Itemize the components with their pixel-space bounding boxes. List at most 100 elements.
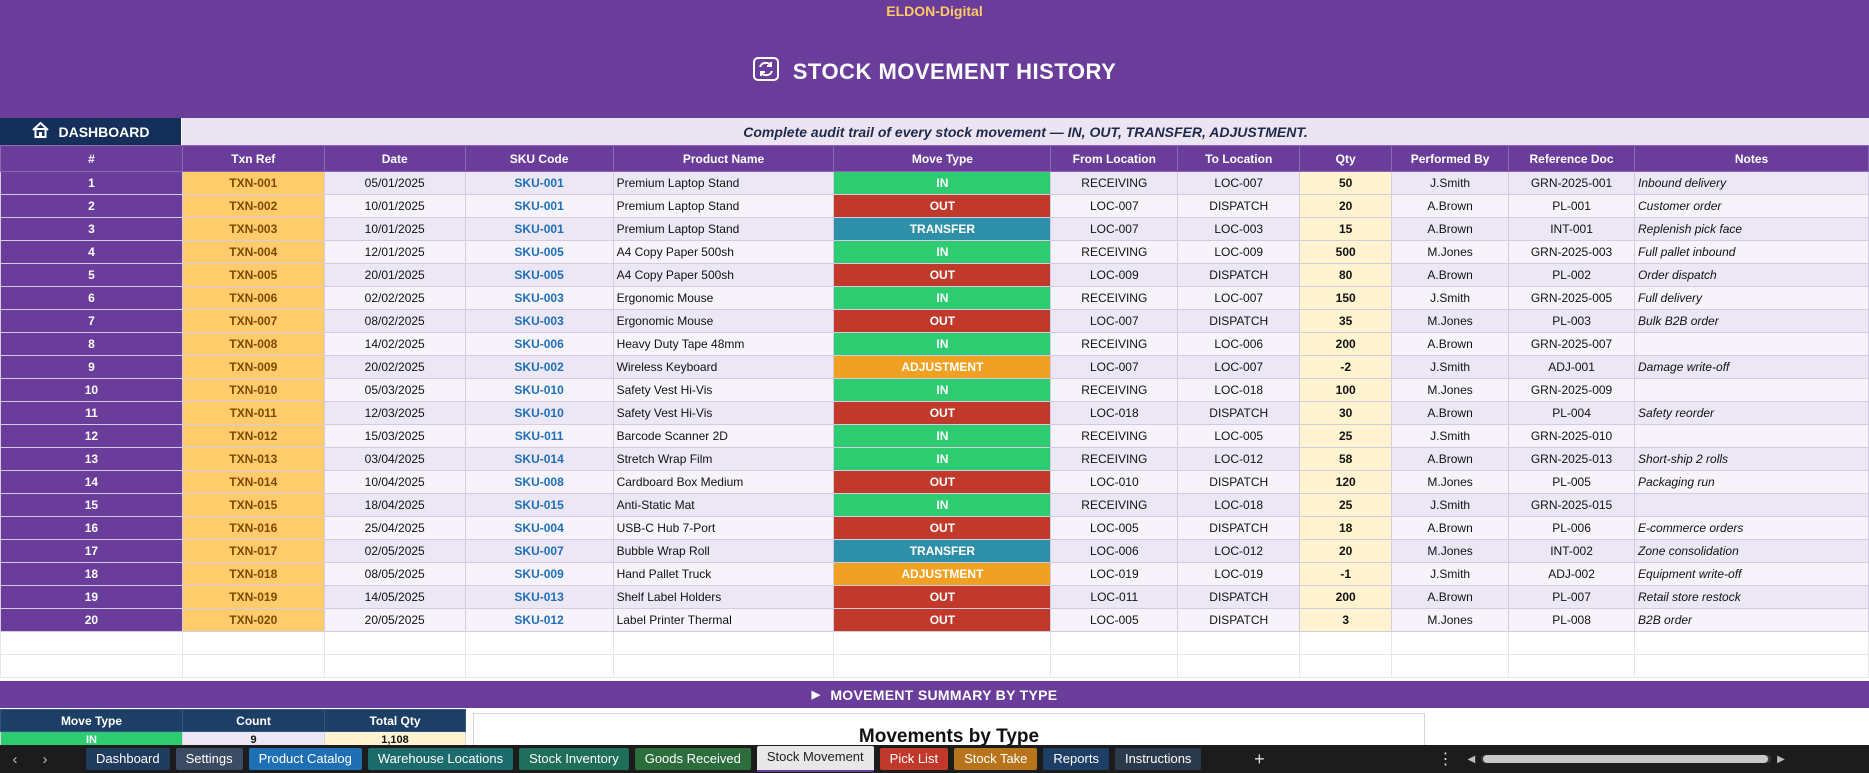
sku-cell[interactable]: SKU-007: [464, 539, 614, 563]
summary-col-header[interactable]: Count: [182, 709, 325, 732]
summary-col-header[interactable]: Move Type: [0, 709, 183, 732]
from-location-cell[interactable]: RECEIVING: [1050, 171, 1179, 195]
from-location-cell[interactable]: LOC-007: [1050, 309, 1179, 333]
sheet-tab[interactable]: Stock Take: [954, 748, 1038, 770]
empty-cell[interactable]: [1508, 631, 1636, 655]
empty-cell[interactable]: [1177, 654, 1301, 678]
sheet-tab[interactable]: Stock Inventory: [519, 748, 629, 770]
performed-by-cell[interactable]: J.Smith: [1391, 493, 1510, 517]
to-location-cell[interactable]: DISPATCH: [1177, 401, 1301, 425]
sku-cell[interactable]: SKU-004: [464, 516, 614, 540]
product-name-cell[interactable]: A4 Copy Paper 500sh: [612, 240, 835, 264]
empty-cell[interactable]: [1177, 631, 1301, 655]
move-type-badge[interactable]: ADJUSTMENT: [833, 355, 1052, 379]
date-cell[interactable]: 08/05/2025: [323, 562, 466, 586]
empty-cell[interactable]: [464, 654, 614, 678]
txn-ref-cell[interactable]: TXN-005: [181, 263, 325, 287]
row-number-cell[interactable]: 4: [0, 240, 183, 264]
notes-cell[interactable]: Retail store restock: [1634, 585, 1869, 609]
date-cell[interactable]: 08/02/2025: [323, 309, 466, 333]
col-header[interactable]: Product Name: [612, 145, 835, 172]
col-header[interactable]: Date: [323, 145, 466, 172]
txn-ref-cell[interactable]: TXN-020: [181, 608, 325, 632]
product-name-cell[interactable]: Barcode Scanner 2D: [612, 424, 835, 448]
sku-cell[interactable]: SKU-001: [464, 171, 614, 195]
move-type-badge[interactable]: IN: [833, 286, 1052, 310]
qty-cell[interactable]: 18: [1299, 516, 1393, 540]
sheet-tab[interactable]: Reports: [1043, 748, 1109, 770]
to-location-cell[interactable]: LOC-018: [1177, 493, 1301, 517]
qty-cell[interactable]: 120: [1299, 470, 1393, 494]
from-location-cell[interactable]: LOC-009: [1050, 263, 1179, 287]
date-cell[interactable]: 05/03/2025: [323, 378, 466, 402]
notes-cell[interactable]: Short-ship 2 rolls: [1634, 447, 1869, 471]
sheet-tab[interactable]: Goods Received: [634, 748, 751, 770]
to-location-cell[interactable]: LOC-007: [1177, 355, 1301, 379]
performed-by-cell[interactable]: J.Smith: [1391, 286, 1510, 310]
product-name-cell[interactable]: Stretch Wrap Film: [612, 447, 835, 471]
product-name-cell[interactable]: USB-C Hub 7-Port: [612, 516, 835, 540]
product-name-cell[interactable]: Safety Vest Hi-Vis: [612, 401, 835, 425]
col-header[interactable]: Txn Ref: [181, 145, 325, 172]
notes-cell[interactable]: Damage write-off: [1634, 355, 1869, 379]
performed-by-cell[interactable]: M.Jones: [1391, 539, 1510, 563]
from-location-cell[interactable]: LOC-006: [1050, 539, 1179, 563]
notes-cell[interactable]: Customer order: [1634, 194, 1869, 218]
product-name-cell[interactable]: Premium Laptop Stand: [612, 217, 835, 241]
empty-cell[interactable]: [1508, 654, 1636, 678]
notes-cell[interactable]: Order dispatch: [1634, 263, 1869, 287]
reference-doc-cell[interactable]: GRN-2025-001: [1508, 171, 1636, 195]
dashboard-button[interactable]: DASHBOARD: [0, 118, 182, 145]
qty-cell[interactable]: 3: [1299, 608, 1393, 632]
reference-doc-cell[interactable]: PL-001: [1508, 194, 1636, 218]
move-type-badge[interactable]: IN: [833, 447, 1052, 471]
row-number-cell[interactable]: 15: [0, 493, 183, 517]
col-header[interactable]: From Location: [1050, 145, 1179, 172]
product-name-cell[interactable]: Safety Vest Hi-Vis: [612, 378, 835, 402]
sheet-tab[interactable]: Pick List: [879, 748, 949, 770]
row-number-cell[interactable]: 9: [0, 355, 183, 379]
txn-ref-cell[interactable]: TXN-010: [181, 378, 325, 402]
from-location-cell[interactable]: LOC-018: [1050, 401, 1179, 425]
sku-cell[interactable]: SKU-015: [464, 493, 614, 517]
reference-doc-cell[interactable]: PL-002: [1508, 263, 1636, 287]
sheet-tab[interactable]: Stock Movement: [756, 746, 874, 772]
product-name-cell[interactable]: A4 Copy Paper 500sh: [612, 263, 835, 287]
qty-cell[interactable]: 58: [1299, 447, 1393, 471]
empty-cell[interactable]: [1634, 654, 1869, 678]
performed-by-cell[interactable]: M.Jones: [1391, 470, 1510, 494]
performed-by-cell[interactable]: J.Smith: [1391, 171, 1510, 195]
qty-cell[interactable]: 150: [1299, 286, 1393, 310]
qty-cell[interactable]: 35: [1299, 309, 1393, 333]
date-cell[interactable]: 20/05/2025: [323, 608, 466, 632]
product-name-cell[interactable]: Premium Laptop Stand: [612, 171, 835, 195]
txn-ref-cell[interactable]: TXN-004: [181, 240, 325, 264]
txn-ref-cell[interactable]: TXN-016: [181, 516, 325, 540]
from-location-cell[interactable]: RECEIVING: [1050, 286, 1179, 310]
date-cell[interactable]: 20/01/2025: [323, 263, 466, 287]
summary-col-header[interactable]: Total Qty: [324, 709, 466, 732]
col-header[interactable]: Performed By: [1391, 145, 1510, 172]
date-cell[interactable]: 25/04/2025: [323, 516, 466, 540]
from-location-cell[interactable]: LOC-005: [1050, 608, 1179, 632]
date-cell[interactable]: 12/01/2025: [323, 240, 466, 264]
txn-ref-cell[interactable]: TXN-003: [181, 217, 325, 241]
move-type-badge[interactable]: OUT: [833, 309, 1052, 333]
qty-cell[interactable]: 30: [1299, 401, 1393, 425]
qty-cell[interactable]: 25: [1299, 424, 1393, 448]
move-type-badge[interactable]: IN: [833, 332, 1052, 356]
empty-cell[interactable]: [1391, 654, 1510, 678]
to-location-cell[interactable]: LOC-003: [1177, 217, 1301, 241]
to-location-cell[interactable]: LOC-007: [1177, 171, 1301, 195]
col-header[interactable]: #: [0, 145, 183, 172]
txn-ref-cell[interactable]: TXN-013: [181, 447, 325, 471]
performed-by-cell[interactable]: J.Smith: [1391, 424, 1510, 448]
notes-cell[interactable]: Safety reorder: [1634, 401, 1869, 425]
performed-by-cell[interactable]: A.Brown: [1391, 447, 1510, 471]
move-type-badge[interactable]: OUT: [833, 585, 1052, 609]
qty-cell[interactable]: 200: [1299, 585, 1393, 609]
row-number-cell[interactable]: 5: [0, 263, 183, 287]
sku-cell[interactable]: SKU-014: [464, 447, 614, 471]
row-number-cell[interactable]: 16: [0, 516, 183, 540]
qty-cell[interactable]: 80: [1299, 263, 1393, 287]
